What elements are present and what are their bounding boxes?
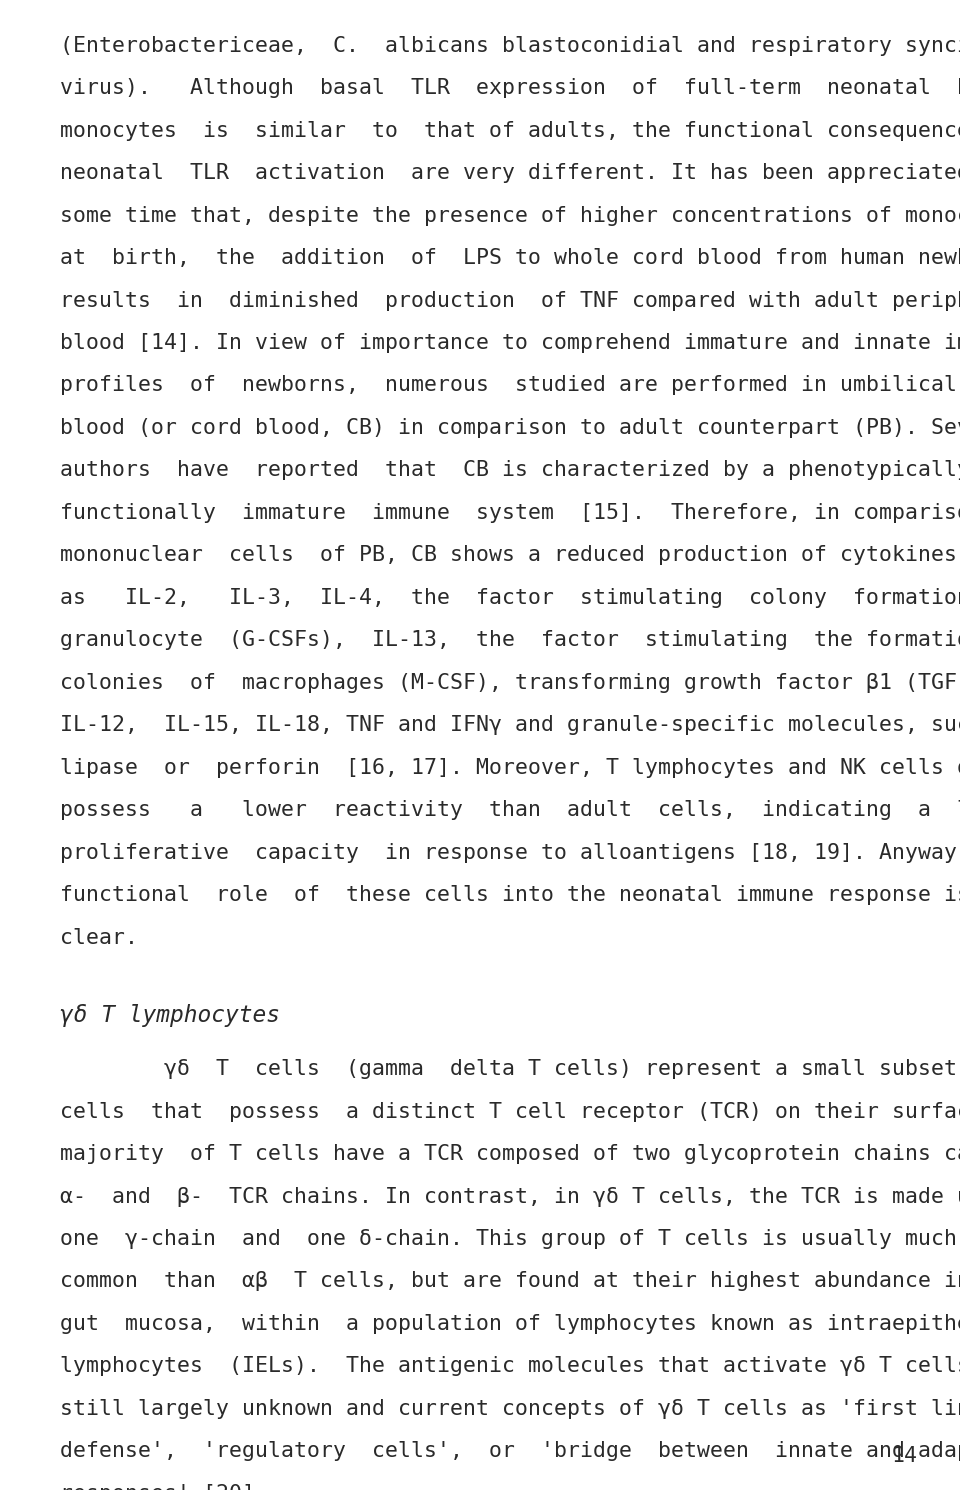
Text: cells  that  possess  a distinct T cell receptor (TCR) on their surface. A: cells that possess a distinct T cell rec… [60, 1101, 960, 1122]
Text: authors  have  reported  that  CB is characterized by a phenotypically and: authors have reported that CB is charact… [60, 460, 960, 480]
Text: lymphocytes  (IELs).  The antigenic molecules that activate γδ T cells are: lymphocytes (IELs). The antigenic molecu… [60, 1356, 960, 1377]
Text: clear.: clear. [60, 927, 138, 948]
Text: defense',  'regulatory  cells',  or  'bridge  between  innate and adaptive: defense', 'regulatory cells', or 'bridge… [60, 1441, 960, 1462]
Text: IL-12,  IL-15, IL-18, TNF and IFNγ and granule-specific molecules, such as: IL-12, IL-15, IL-18, TNF and IFNγ and gr… [60, 715, 960, 735]
Text: responses' [20].: responses' [20]. [60, 1484, 268, 1490]
Text: functionally  immature  immune  system  [15].  Therefore, in comparison to: functionally immature immune system [15]… [60, 502, 960, 523]
Text: neonatal  TLR  activation  are very different. It has been appreciated for: neonatal TLR activation are very differe… [60, 164, 960, 183]
Text: common  than  αβ  T cells, but are found at their highest abundance in the: common than αβ T cells, but are found at… [60, 1271, 960, 1292]
Text: granulocyte  (G-CSFs),  IL-13,  the  factor  stimulating  the formation of: granulocyte (G-CSFs), IL-13, the factor … [60, 630, 960, 650]
Text: one  γ-chain  and  one δ-chain. This group of T cells is usually much less: one γ-chain and one δ-chain. This group … [60, 1229, 960, 1249]
Text: results  in  diminished  production  of TNF compared with adult peripheral: results in diminished production of TNF … [60, 291, 960, 310]
Text: still largely unknown and current concepts of γδ T cells as 'first line of: still largely unknown and current concep… [60, 1399, 960, 1418]
Text: some time that, despite the presence of higher concentrations of monocytes: some time that, despite the presence of … [60, 206, 960, 225]
Text: virus).   Although  basal  TLR  expression  of  full-term  neonatal  blood: virus). Although basal TLR expression of… [60, 77, 960, 98]
Text: profiles  of  newborns,  numerous  studied are performed in umbilical cord: profiles of newborns, numerous studied a… [60, 375, 960, 395]
Text: monocytes  is  similar  to  that of adults, the functional consequences of: monocytes is similar to that of adults, … [60, 121, 960, 140]
Text: majority  of T cells have a TCR composed of two glycoprotein chains called: majority of T cells have a TCR composed … [60, 1144, 960, 1164]
Text: gut  mucosa,  within  a population of lymphocytes known as intraepithelial: gut mucosa, within a population of lymph… [60, 1314, 960, 1334]
Text: blood (or cord blood, CB) in comparison to adult counterpart (PB). Several: blood (or cord blood, CB) in comparison … [60, 417, 960, 438]
Text: functional  role  of  these cells into the neonatal immune response is not: functional role of these cells into the … [60, 885, 960, 904]
Text: γδ T lymphocytes: γδ T lymphocytes [60, 1004, 280, 1027]
Text: as   IL-2,   IL-3,  IL-4,  the  factor  stimulating  colony  formation  of: as IL-2, IL-3, IL-4, the factor stimulat… [60, 587, 960, 608]
Text: proliferative  capacity  in response to alloantigens [18, 19]. Anyway, the: proliferative capacity in response to al… [60, 842, 960, 863]
Text: at  birth,  the  addition  of  LPS to whole cord blood from human newborns: at birth, the addition of LPS to whole c… [60, 247, 960, 268]
Text: colonies  of  macrophages (M-CSF), transforming growth factor β1 (TGF-β1),: colonies of macrophages (M-CSF), transfo… [60, 672, 960, 693]
Text: blood [14]. In view of importance to comprehend immature and innate immune: blood [14]. In view of importance to com… [60, 332, 960, 353]
Text: 14: 14 [891, 1447, 917, 1466]
Text: possess   a   lower  reactivity  than  adult  cells,  indicating  a  lower: possess a lower reactivity than adult ce… [60, 800, 960, 820]
Text: γδ  T  cells  (gamma  delta T cells) represent a small subset of T: γδ T cells (gamma delta T cells) represe… [60, 1059, 960, 1079]
Text: α-  and  β-  TCR chains. In contrast, in γδ T cells, the TCR is made up of: α- and β- TCR chains. In contrast, in γδ… [60, 1186, 960, 1207]
Text: lipase  or  perforin  [16, 17]. Moreover, T lymphocytes and NK cells of CB: lipase or perforin [16, 17]. Moreover, T… [60, 757, 960, 778]
Text: mononuclear  cells  of PB, CB shows a reduced production of cytokines such: mononuclear cells of PB, CB shows a redu… [60, 545, 960, 565]
Text: (Enterobactericeae,  C.  albicans blastoconidial and respiratory syncitial: (Enterobactericeae, C. albicans blastoco… [60, 36, 960, 55]
